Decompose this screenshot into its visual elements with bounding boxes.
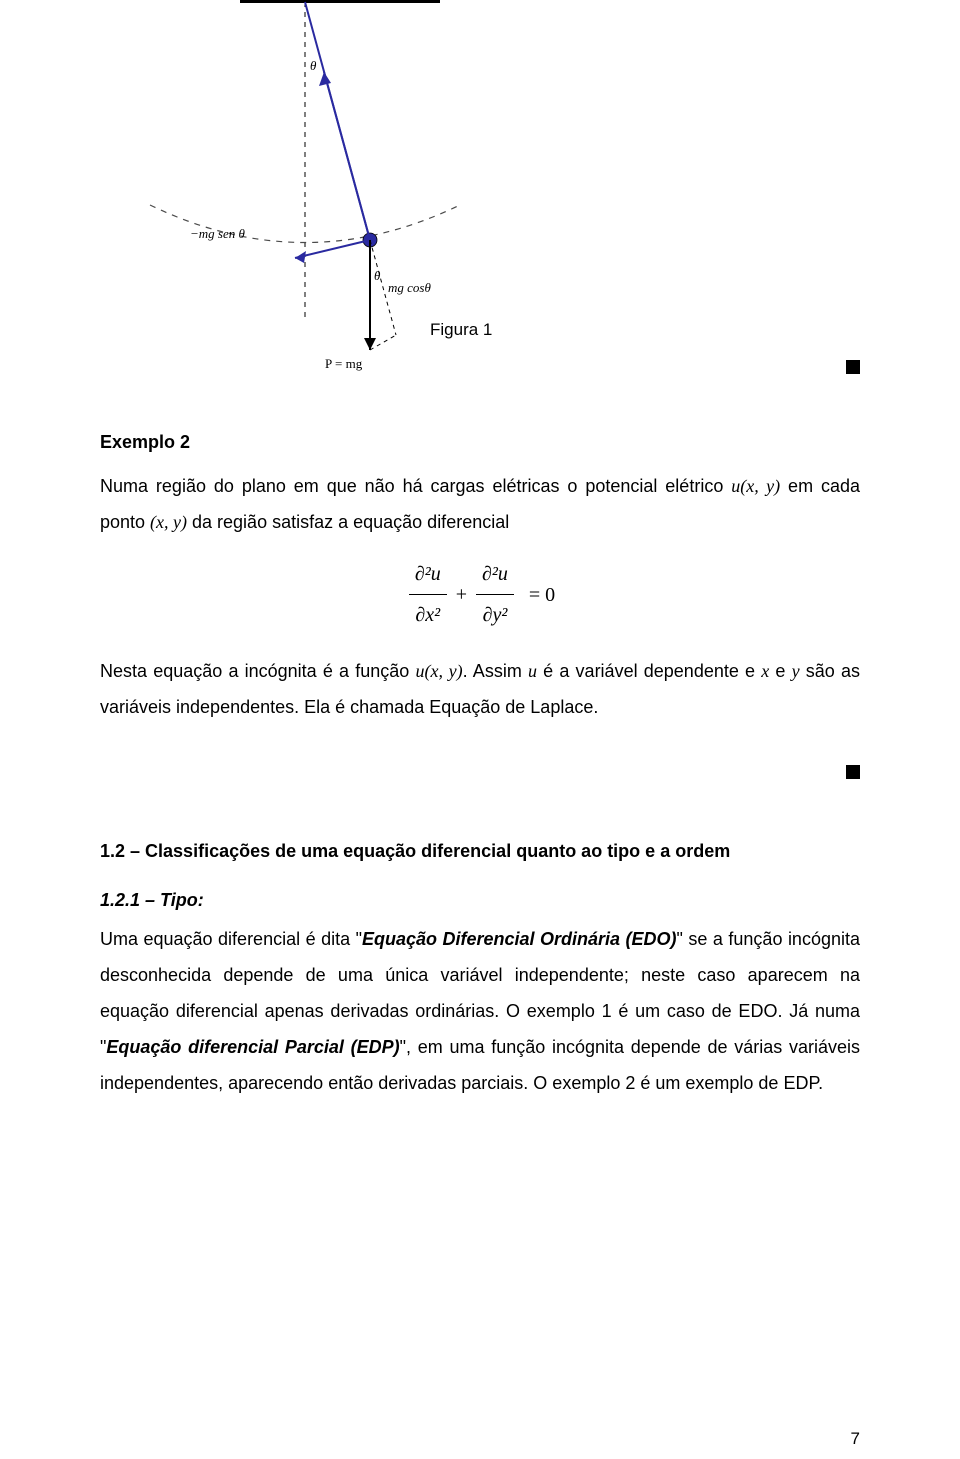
figure-1: θ bbox=[100, 0, 860, 400]
mg-sin-label: −mg sen θ bbox=[190, 226, 245, 241]
s121-edo: Equação Diferencial Ordinária (EDO) bbox=[362, 929, 677, 949]
eq-num2: ∂²u bbox=[482, 563, 508, 585]
s121-a: Uma equação diferencial é dita " bbox=[100, 929, 362, 949]
eq-num1: ∂²u bbox=[415, 563, 441, 585]
ex2-p2c: é a variável dependente e bbox=[537, 661, 761, 681]
example-2-block: Exemplo 2 Numa região do plano em que nã… bbox=[100, 424, 860, 725]
eq-plus: + bbox=[456, 584, 467, 606]
eq-den1: ∂x² bbox=[415, 604, 440, 626]
example-2-heading: Exemplo 2 bbox=[100, 432, 190, 452]
theta-bot-label: θ bbox=[374, 268, 381, 283]
qed-box-2 bbox=[846, 765, 860, 779]
figure-caption: Figura 1 bbox=[430, 320, 492, 340]
radial-arrow bbox=[319, 72, 370, 240]
section-1-2-1-title: 1.2.1 – Tipo: bbox=[100, 890, 860, 911]
ex2-p1c: da região satisfaz a equação diferencial bbox=[187, 512, 509, 532]
p-mg-label: P = mg bbox=[325, 356, 363, 371]
ex2-p2b: . Assim bbox=[463, 661, 528, 681]
ex2-xy: (x, y) bbox=[150, 512, 187, 532]
theta-top-label: θ bbox=[310, 58, 317, 73]
section-1-2-title: 1.2 – Classificações de uma equação dife… bbox=[100, 841, 860, 862]
s121-edp: Equação diferencial Parcial (EDP) bbox=[106, 1037, 399, 1057]
ex2-p2uxy: u(x, y) bbox=[415, 661, 462, 681]
ex2-p2y: y bbox=[792, 661, 800, 681]
ex2-p2a: Nesta equação a incógnita é a função bbox=[100, 661, 415, 681]
section-1-2-1-body: Uma equação diferencial é dita "Equação … bbox=[100, 921, 860, 1101]
eq-eq0: = 0 bbox=[529, 584, 555, 606]
qed-box-1 bbox=[846, 360, 860, 374]
ex2-p2d: e bbox=[769, 661, 791, 681]
mg-cos-label: mg cosθ bbox=[388, 280, 431, 295]
ex2-p2u: u bbox=[528, 661, 537, 681]
ex2-p1a: Numa região do plano em que não há carga… bbox=[100, 476, 731, 496]
ex2-uxy: u(x, y) bbox=[731, 476, 780, 496]
tangential-arrow bbox=[295, 240, 370, 263]
page-number: 7 bbox=[851, 1429, 860, 1449]
laplace-equation: ∂²u ∂x² + ∂²u ∂y² = 0 bbox=[100, 554, 860, 635]
eq-den2: ∂y² bbox=[483, 604, 508, 626]
